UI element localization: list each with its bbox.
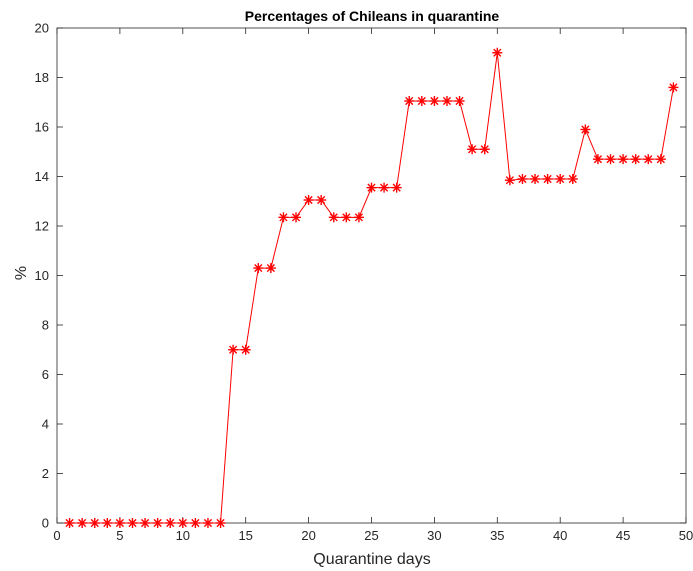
data-point bbox=[580, 124, 591, 135]
data-point bbox=[618, 154, 629, 165]
data-point bbox=[64, 518, 75, 528]
data-point bbox=[530, 173, 541, 184]
data-point bbox=[114, 518, 125, 528]
series bbox=[64, 47, 679, 528]
x-tick-label: 40 bbox=[553, 528, 567, 543]
data-point bbox=[316, 195, 327, 206]
data-point bbox=[353, 212, 364, 223]
data-point bbox=[379, 182, 390, 193]
x-tick-label: 50 bbox=[679, 528, 693, 543]
plot-frame bbox=[56, 27, 687, 524]
x-tick-label: 20 bbox=[301, 528, 315, 543]
y-tick-label: 20 bbox=[35, 21, 49, 36]
y-tick-label: 0 bbox=[42, 516, 49, 531]
y-tick-label: 6 bbox=[42, 367, 49, 382]
data-point bbox=[492, 47, 503, 58]
data-point bbox=[441, 96, 452, 107]
data-point bbox=[190, 518, 201, 528]
chart-title: Percentages of Chileans in quarantine bbox=[245, 8, 500, 24]
data-point bbox=[165, 518, 176, 528]
y-axis-label: % bbox=[13, 266, 30, 280]
data-point bbox=[504, 175, 515, 186]
data-point bbox=[517, 173, 528, 184]
y-tick-label: 12 bbox=[35, 219, 49, 234]
data-point bbox=[177, 518, 188, 528]
data-point bbox=[140, 518, 151, 528]
plot-area bbox=[56, 27, 687, 524]
data-point bbox=[391, 182, 402, 193]
data-point bbox=[555, 173, 566, 184]
y-tick-label: 4 bbox=[42, 417, 49, 432]
data-point bbox=[630, 154, 641, 165]
x-tick-label: 5 bbox=[116, 528, 123, 543]
data-point bbox=[265, 263, 276, 274]
data-point bbox=[454, 96, 465, 107]
data-point bbox=[567, 173, 578, 184]
x-tick-label: 25 bbox=[364, 528, 378, 543]
data-point bbox=[366, 182, 377, 193]
x-axis: 0 5 10 15 20 25 30 35 40 45 50 bbox=[53, 28, 693, 543]
x-tick-label: 0 bbox=[53, 528, 60, 543]
data-point bbox=[291, 212, 302, 223]
data-point bbox=[341, 212, 352, 223]
data-point bbox=[303, 195, 314, 206]
data-point bbox=[605, 154, 616, 165]
x-tick-label: 10 bbox=[176, 528, 190, 543]
data-point bbox=[253, 263, 264, 274]
data-point bbox=[240, 344, 251, 355]
data-point bbox=[429, 96, 440, 107]
data-point bbox=[102, 518, 113, 528]
data-point bbox=[215, 518, 226, 528]
data-point bbox=[542, 173, 553, 184]
y-tick-label: 8 bbox=[42, 318, 49, 333]
data-point bbox=[228, 344, 239, 355]
x-tick-label: 45 bbox=[616, 528, 630, 543]
data-point bbox=[77, 518, 88, 528]
x-tick-label: 35 bbox=[490, 528, 504, 543]
data-point bbox=[643, 154, 654, 165]
data-point bbox=[655, 154, 666, 165]
data-point bbox=[152, 518, 163, 528]
x-axis-label: Quarantine days bbox=[313, 551, 430, 568]
x-tick-label: 30 bbox=[427, 528, 441, 543]
y-tick-label: 14 bbox=[35, 169, 49, 184]
data-point bbox=[202, 518, 213, 528]
y-tick-label: 16 bbox=[35, 120, 49, 135]
data-point bbox=[328, 212, 339, 223]
x-tick-label: 15 bbox=[238, 528, 252, 543]
y-tick-label: 10 bbox=[35, 268, 49, 283]
data-point bbox=[467, 144, 478, 155]
data-point bbox=[127, 518, 138, 528]
data-point bbox=[404, 96, 415, 107]
y-axis: 0 2 4 6 8 10 12 14 16 18 20 bbox=[35, 21, 686, 531]
y-tick-label: 18 bbox=[35, 70, 49, 85]
data-point bbox=[89, 518, 100, 528]
data-point bbox=[416, 96, 427, 107]
data-point bbox=[278, 212, 289, 223]
data-point bbox=[592, 154, 603, 165]
data-point bbox=[479, 144, 490, 155]
y-tick-label: 2 bbox=[42, 466, 49, 481]
data-point bbox=[668, 82, 679, 93]
